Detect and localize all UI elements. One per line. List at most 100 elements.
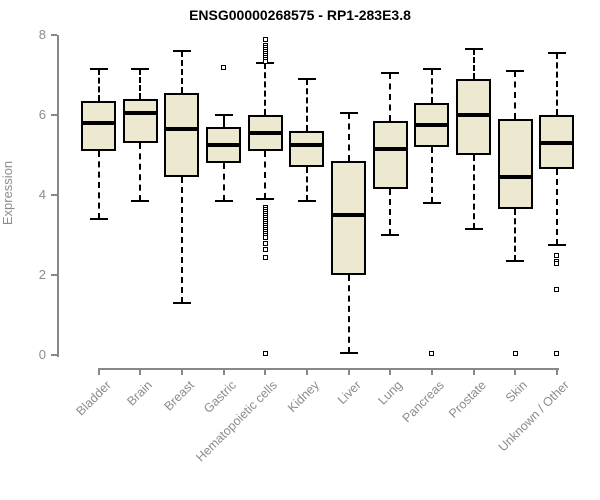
outlier-point xyxy=(262,254,268,260)
whisker-lower xyxy=(472,155,475,229)
box xyxy=(497,119,533,209)
median-line xyxy=(331,213,367,217)
whisker-lower xyxy=(430,147,433,203)
median-line xyxy=(164,127,200,131)
whisker-upper xyxy=(97,69,100,101)
whisker-lower xyxy=(305,167,308,201)
whisker-lower xyxy=(97,151,100,219)
whisker-cap-upper xyxy=(339,112,358,114)
outlier-point xyxy=(262,36,268,42)
whisker-cap-upper xyxy=(89,68,108,70)
whisker-upper xyxy=(514,71,517,119)
outlier-point xyxy=(262,58,268,64)
median-line xyxy=(539,141,575,145)
outlier-point xyxy=(554,252,560,258)
x-axis-tick xyxy=(389,368,392,375)
whisker-cap-lower xyxy=(256,198,275,200)
box xyxy=(372,121,408,189)
outlier-point xyxy=(221,64,227,70)
whisker-cap-upper xyxy=(464,48,483,50)
whisker-lower xyxy=(222,163,225,201)
whisker-cap-lower xyxy=(214,200,233,202)
median-line xyxy=(372,147,408,151)
whisker-upper xyxy=(430,69,433,103)
whisker-cap-upper xyxy=(506,70,525,72)
x-axis-tick xyxy=(305,368,308,375)
median-line xyxy=(497,175,533,179)
x-axis-tick xyxy=(222,368,225,375)
y-tick-label: 8 xyxy=(38,27,46,42)
whisker-cap-lower xyxy=(172,302,191,304)
box xyxy=(81,101,116,151)
whisker-cap-upper xyxy=(381,72,400,74)
y-axis-tick xyxy=(51,114,57,116)
whisker-cap-lower xyxy=(422,202,441,204)
whisker-upper xyxy=(305,79,308,131)
box xyxy=(456,79,492,155)
whisker-lower xyxy=(514,209,517,261)
whisker-upper xyxy=(472,49,475,79)
median-line xyxy=(414,123,450,127)
whisker-lower xyxy=(180,177,183,303)
whisker-lower xyxy=(264,151,267,199)
x-axis-tick xyxy=(514,368,517,375)
whisker-cap-lower xyxy=(464,228,483,230)
x-axis-tick xyxy=(472,368,475,375)
whisker-lower xyxy=(389,189,392,235)
whisker-cap-lower xyxy=(381,234,400,236)
median-line xyxy=(247,131,283,135)
outlier-point xyxy=(262,350,268,356)
median-line xyxy=(122,111,158,115)
whisker-cap-upper xyxy=(422,68,441,70)
whisker-upper xyxy=(555,53,558,115)
whisker-upper xyxy=(180,51,183,93)
whisker-cap-lower xyxy=(547,244,566,246)
outlier-point xyxy=(262,246,268,252)
box xyxy=(331,161,367,275)
outlier-point xyxy=(429,350,435,356)
outlier-point xyxy=(262,234,268,240)
whisker-upper xyxy=(347,113,350,161)
x-axis-tick xyxy=(97,368,100,375)
whisker-cap-upper xyxy=(131,68,150,70)
whisker-upper xyxy=(389,73,392,121)
whisker-lower xyxy=(139,143,142,201)
median-line xyxy=(206,143,242,147)
outlier-point xyxy=(262,240,268,246)
box xyxy=(289,131,325,167)
box xyxy=(164,93,200,177)
whisker-cap-upper xyxy=(297,78,316,80)
x-axis-tick xyxy=(555,368,558,375)
whisker-upper xyxy=(264,63,267,115)
whisker-cap-upper xyxy=(547,52,566,54)
y-axis-tick xyxy=(51,34,57,36)
x-axis-tick xyxy=(139,368,142,375)
x-axis-tick xyxy=(264,368,267,375)
chart-title: ENSG00000268575 - RP1-283E3.8 xyxy=(189,7,411,23)
y-axis-tick xyxy=(51,194,57,196)
y-axis-tick xyxy=(51,274,57,276)
median-line xyxy=(456,113,492,117)
median-line xyxy=(289,143,325,147)
y-tick-label: 4 xyxy=(38,187,46,202)
whisker-upper xyxy=(139,69,142,99)
whisker-lower xyxy=(347,275,350,353)
y-axis-tick xyxy=(51,354,57,356)
outlier-point xyxy=(554,260,560,266)
whisker-lower xyxy=(555,169,558,245)
whisker-cap-upper xyxy=(172,50,191,52)
outlier-point xyxy=(554,286,560,292)
whisker-cap-lower xyxy=(131,200,150,202)
y-tick-label: 2 xyxy=(38,267,46,282)
outlier-point xyxy=(554,350,560,356)
whisker-cap-upper xyxy=(214,114,233,116)
x-axis-tick xyxy=(430,368,433,375)
y-tick-label: 6 xyxy=(38,107,46,122)
x-axis-tick xyxy=(347,368,350,375)
box xyxy=(122,99,158,143)
whisker-upper xyxy=(222,115,225,127)
y-axis-label: Expression xyxy=(0,160,15,226)
whisker-cap-lower xyxy=(297,200,316,202)
outlier-point xyxy=(512,350,518,356)
